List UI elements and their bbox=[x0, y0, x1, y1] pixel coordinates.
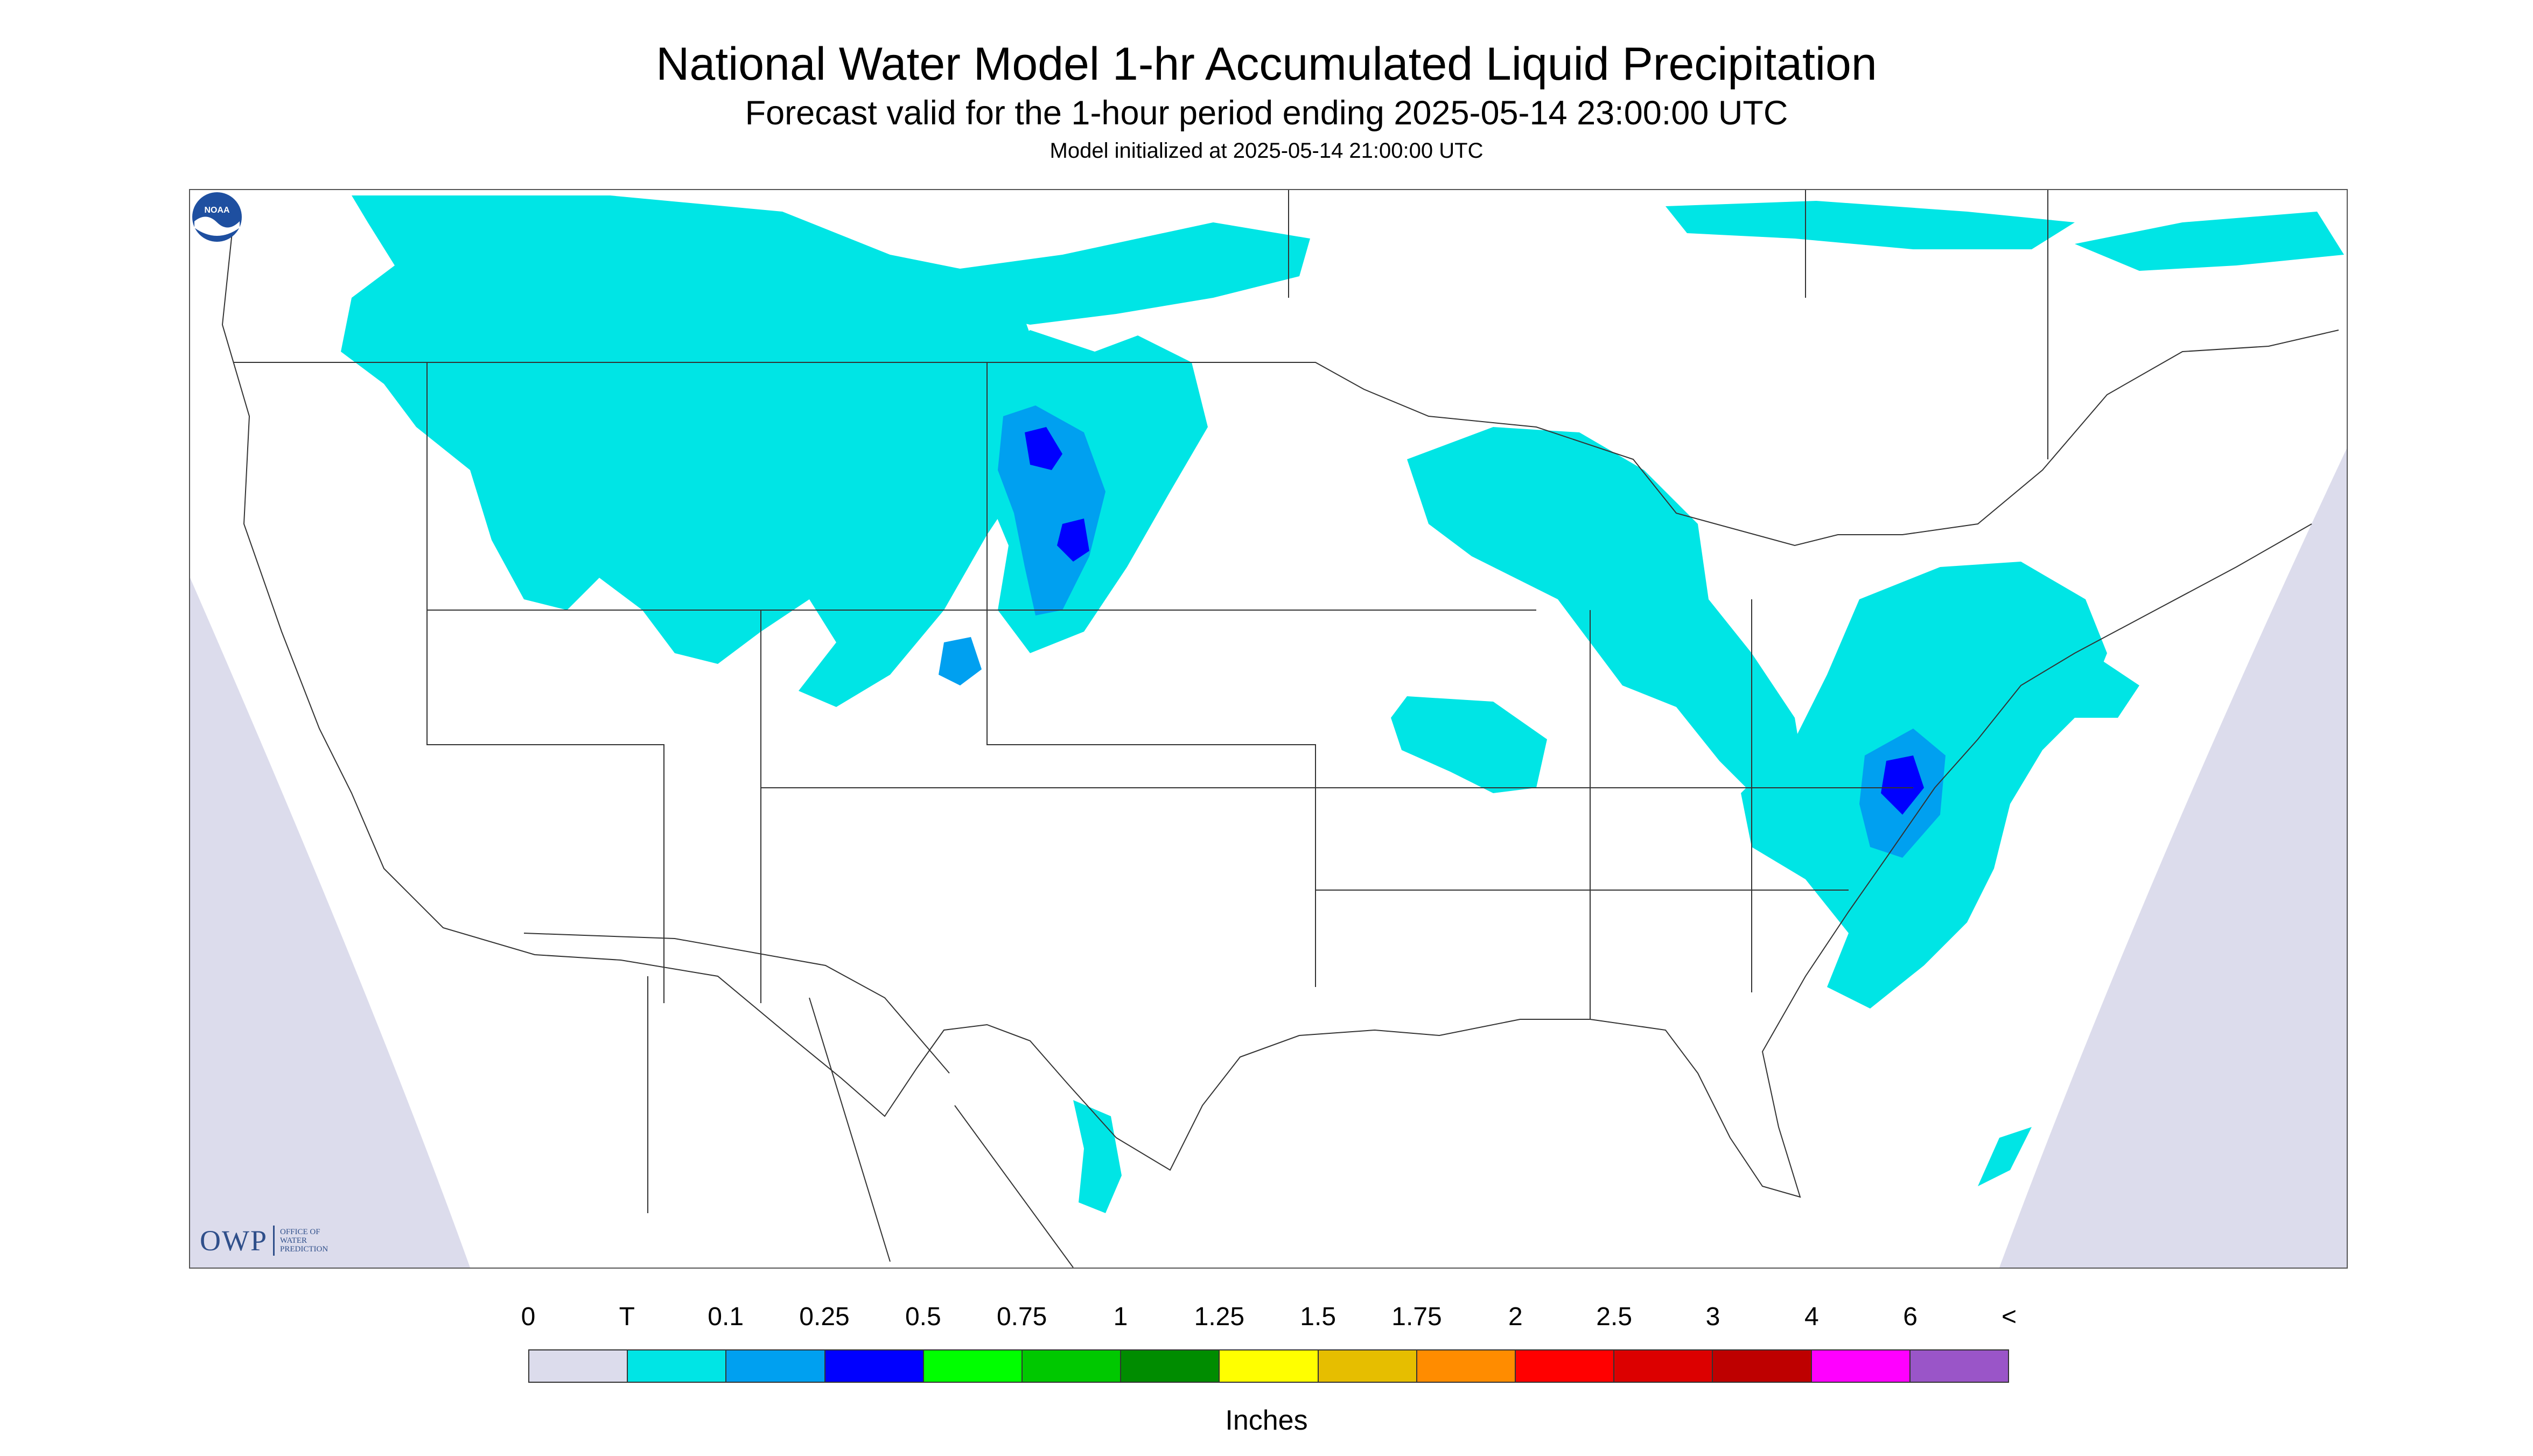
legend-swatch bbox=[1023, 1350, 1122, 1382]
legend-swatch bbox=[1811, 1350, 1911, 1382]
mexico-border bbox=[523, 933, 950, 1074]
legend-label: 6 bbox=[1903, 1303, 1918, 1331]
owp-logo-divider bbox=[273, 1226, 275, 1256]
legend-label: 2.5 bbox=[1596, 1303, 1633, 1331]
legend-swatch bbox=[1121, 1350, 1220, 1382]
legend-label: 0.75 bbox=[996, 1303, 1047, 1331]
legend-labels: 0 T 0.1 0.25 0.5 0.75 1 1.25 1.5 1.75 2 2.5 3 4 6 < bbox=[521, 1302, 2017, 1340]
precip-area-great-lakes bbox=[1407, 427, 1806, 804]
precip-area-northwest bbox=[341, 195, 1052, 707]
legend-swatch bbox=[825, 1350, 924, 1382]
legend-swatch bbox=[628, 1350, 727, 1382]
legend-label: 1.25 bbox=[1194, 1303, 1245, 1331]
legend-swatch bbox=[1614, 1350, 1713, 1382]
state-line-2 bbox=[986, 362, 1316, 987]
precip-area-new-england bbox=[2021, 653, 2139, 718]
legend-label: 1.75 bbox=[1391, 1303, 1442, 1331]
legend-label: < bbox=[2001, 1303, 2017, 1331]
mexico-state-lines bbox=[647, 976, 1074, 1268]
noaa-logo-text: NOAA bbox=[204, 206, 230, 215]
noaa-logo: NOAA bbox=[192, 192, 242, 242]
legend-swatch bbox=[923, 1350, 1023, 1382]
legend-label: 1 bbox=[1113, 1303, 1128, 1331]
map-subtitle: Forecast valid for the 1-hour period end… bbox=[745, 94, 1788, 132]
state-line-6 bbox=[1590, 599, 1752, 1019]
owp-logo-text: OWP bbox=[200, 1224, 268, 1257]
precip-area-dakota-core-2 bbox=[1057, 519, 1089, 562]
legend-swatch bbox=[1220, 1350, 1319, 1382]
precip-area-colorado-light bbox=[939, 637, 982, 685]
legend-label: 3 bbox=[1705, 1303, 1720, 1331]
precip-area-texas bbox=[1073, 1100, 1122, 1213]
owp-logo: OWP OFFICE OF WATER PREDICTION bbox=[200, 1219, 328, 1262]
owp-logo-subtext: OFFICE OF WATER PREDICTION bbox=[280, 1228, 328, 1254]
legend-units-label: Inches bbox=[1225, 1405, 1308, 1436]
precipitation-map: OWP OFFICE OF WATER PREDICTION NOAA bbox=[189, 189, 2348, 1269]
us-outline bbox=[221, 222, 2312, 1198]
legend-swatch bbox=[1910, 1350, 2009, 1382]
legend-label: 1.5 bbox=[1300, 1303, 1337, 1331]
legend-label: 0 bbox=[521, 1303, 536, 1331]
legend-label: 0.5 bbox=[905, 1303, 941, 1331]
precip-area-canada-plains bbox=[944, 222, 1310, 325]
model-init-text: Model initialized at 2025-05-14 21:00:00… bbox=[1049, 139, 1484, 163]
legend-swatch bbox=[1417, 1350, 1516, 1382]
legend-swatch bbox=[1516, 1350, 1615, 1382]
outside-domain-left bbox=[190, 578, 470, 1268]
state-line-1 bbox=[426, 362, 664, 1003]
legend-swatch bbox=[726, 1350, 825, 1382]
precip-area-virginia-core bbox=[1881, 755, 1924, 815]
legend-label: T bbox=[619, 1303, 635, 1331]
precip-area-dakota-light bbox=[998, 405, 1105, 615]
outside-domain-right bbox=[1999, 449, 2347, 1268]
legend-swatch bbox=[1318, 1350, 1417, 1382]
canada-border bbox=[233, 330, 2339, 547]
map-svg bbox=[190, 190, 2347, 1268]
legend-label: 2 bbox=[1508, 1303, 1523, 1331]
legend-label: 4 bbox=[1804, 1303, 1819, 1331]
precip-area-midwest bbox=[1391, 696, 1547, 793]
precip-area-atlantic bbox=[1978, 1127, 2032, 1186]
precip-area-canada-east bbox=[1666, 201, 2075, 249]
precip-area-dakota-core bbox=[1025, 427, 1062, 470]
legend-swatch bbox=[529, 1350, 628, 1382]
boundaries bbox=[221, 190, 2339, 1268]
map-title: National Water Model 1-hr Accumulated Li… bbox=[656, 38, 1877, 90]
precip-area-ontario bbox=[2075, 212, 2344, 271]
canada-province-line bbox=[1288, 190, 2048, 459]
legend-swatch bbox=[1713, 1350, 1812, 1382]
legend-label: 0.25 bbox=[799, 1303, 850, 1331]
precip-areas bbox=[341, 195, 2344, 1213]
legend-color-bar bbox=[528, 1349, 2009, 1383]
legend-label: 0.1 bbox=[708, 1303, 744, 1331]
